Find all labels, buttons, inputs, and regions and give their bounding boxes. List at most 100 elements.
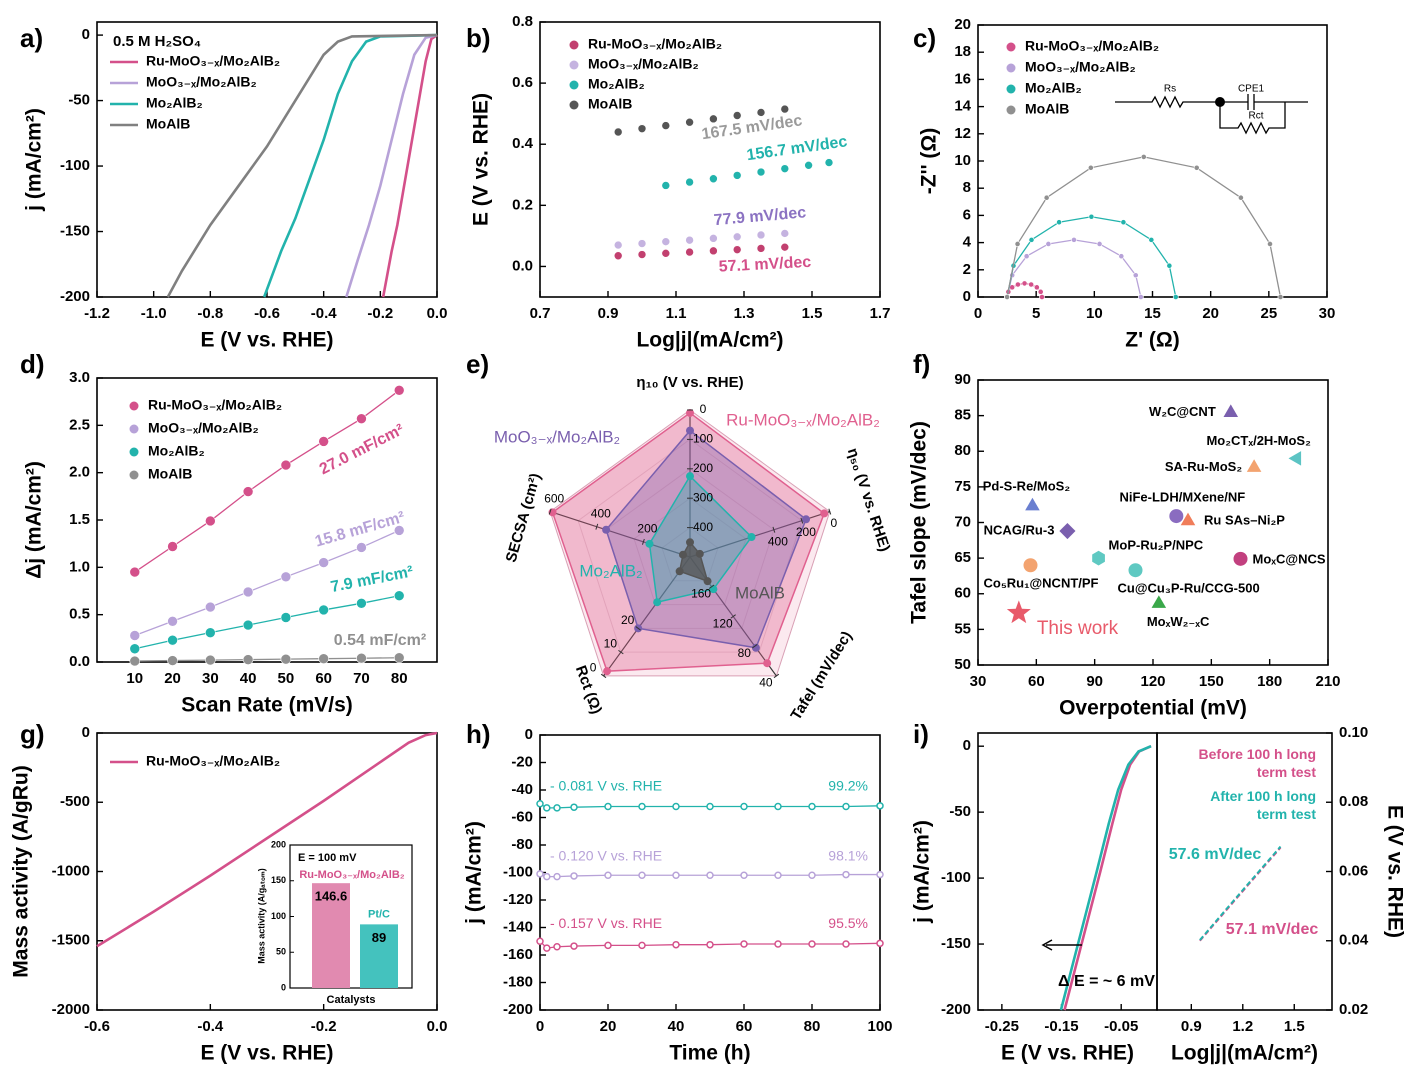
y-tick-label: 0.5 — [69, 606, 90, 623]
point — [1120, 219, 1127, 226]
y-axis-label: j (mA/cm²) — [463, 821, 486, 925]
radar-tick-label: 400 — [693, 520, 713, 534]
x-tick-label: 100 — [867, 1018, 892, 1035]
panel-label: a) — [20, 23, 43, 53]
point — [1039, 294, 1045, 300]
y-tick-label: -200 — [941, 1001, 971, 1018]
x-tick-label: 0.9 — [598, 305, 619, 322]
point — [774, 940, 782, 948]
bar-category-label: Ru-MoO₃₋ₓ/Mo₂AlB₂ — [299, 869, 404, 881]
x-axis-label: Scan Rate (mV/s) — [181, 694, 353, 717]
radar-tick — [641, 538, 645, 545]
series-line — [262, 33, 438, 298]
point — [732, 245, 742, 254]
radar-tick — [800, 517, 804, 524]
radar-tick-label: 160 — [691, 587, 711, 601]
annotation: 156.7 mV/dec — [746, 133, 849, 164]
legend-swatch — [1006, 63, 1016, 73]
point — [1180, 512, 1196, 526]
x-tick-label: 50 — [278, 670, 295, 687]
y-tick-label: -50 — [68, 92, 90, 109]
x-tick-label: 5 — [1032, 305, 1040, 322]
x-tick-label: -1.2 — [84, 305, 110, 322]
point — [1028, 236, 1035, 243]
annotation: 57.1 mV/dec — [1226, 921, 1319, 938]
point — [1071, 236, 1077, 243]
x-tick-label: 70 — [353, 670, 370, 687]
radar-ring — [633, 497, 747, 606]
legend-swatch — [129, 401, 139, 411]
legend-label: Mo₂AlB₂ — [146, 95, 203, 111]
point — [543, 872, 551, 881]
y-tick-label: -180 — [503, 973, 533, 990]
point — [536, 870, 544, 878]
x-tick-label: 1.5 — [1284, 1018, 1305, 1035]
point — [661, 181, 671, 190]
radar-point — [820, 509, 829, 518]
point — [318, 604, 329, 616]
x-tick-label: 1.3 — [734, 305, 755, 322]
series-line — [96, 731, 438, 948]
x-tick-label: 210 — [1315, 673, 1340, 690]
radar-ring — [661, 526, 719, 582]
legend-label: Ru-MoO₃₋ₓ/Mo₂AlB₂ — [146, 753, 280, 769]
series-line — [1006, 156, 1282, 298]
radar-point — [653, 598, 662, 607]
point — [876, 870, 884, 879]
point — [129, 655, 141, 667]
radar-point — [703, 577, 712, 586]
point — [1223, 404, 1239, 417]
point — [318, 436, 329, 447]
point — [685, 117, 694, 127]
point — [685, 177, 694, 187]
panel-label: b) — [466, 23, 491, 53]
x-tick-label: 90 — [1086, 673, 1103, 690]
x-tick-label: 0.0 — [427, 305, 448, 322]
y-tick-label: 0.6 — [512, 74, 533, 91]
x-tick-label: 60 — [315, 670, 332, 687]
point — [740, 871, 748, 879]
point — [553, 943, 561, 951]
legend-label: After 100 h long term test — [1210, 788, 1316, 822]
y2-axis-label: E (V vs. RHE) — [1383, 805, 1406, 938]
radar-axis-label: Tafel (mV/dec) — [787, 628, 855, 723]
point — [1087, 164, 1094, 171]
point — [543, 804, 551, 812]
y-tick-label: 0 — [82, 26, 90, 43]
y-tick-label: -200 — [503, 1001, 533, 1018]
radar-tick-label: 0 — [830, 516, 837, 530]
radar-axis-label: Rct (Ω) — [572, 663, 605, 716]
point — [1132, 272, 1139, 279]
point — [205, 601, 216, 613]
y-tick-label: 0.0 — [512, 257, 533, 274]
legend-label: Mo₂AlB₂ — [148, 443, 205, 459]
point — [167, 634, 178, 646]
point — [1025, 497, 1040, 511]
y-tick-label: 20 — [954, 16, 971, 33]
annotation: 57.1 mV/dec — [718, 254, 811, 276]
point — [1015, 281, 1021, 288]
point — [1166, 262, 1173, 269]
legend-label: Ru-MoO₃₋ₓ/Mo₂AlB₂ — [1025, 38, 1159, 54]
y-tick-label: -1500 — [52, 932, 90, 949]
point — [661, 237, 671, 246]
y-tick-label: 10 — [954, 152, 971, 169]
point — [1021, 280, 1028, 287]
point — [804, 161, 813, 170]
radar-axis-label: SECSA (cm²) — [503, 471, 545, 564]
y2-tick-label: 0.08 — [1339, 793, 1368, 810]
point — [1140, 154, 1147, 160]
x-tick-label: -0.05 — [1104, 1018, 1138, 1035]
radar-tick-label: 0 — [590, 660, 597, 674]
y-tick-label: 3.0 — [69, 369, 90, 386]
y-tick-label: -100 — [941, 869, 971, 886]
point — [685, 247, 694, 257]
point — [824, 158, 834, 167]
point — [536, 937, 544, 945]
point — [740, 802, 748, 811]
x-tick-label: 1.2 — [1232, 1018, 1253, 1035]
y-tick-label: -120 — [503, 891, 533, 908]
annotation: Δ E = ~ 6 mV — [1058, 973, 1155, 990]
legend-label: Mo₂AlB₂ — [1025, 80, 1082, 96]
point — [613, 240, 623, 250]
